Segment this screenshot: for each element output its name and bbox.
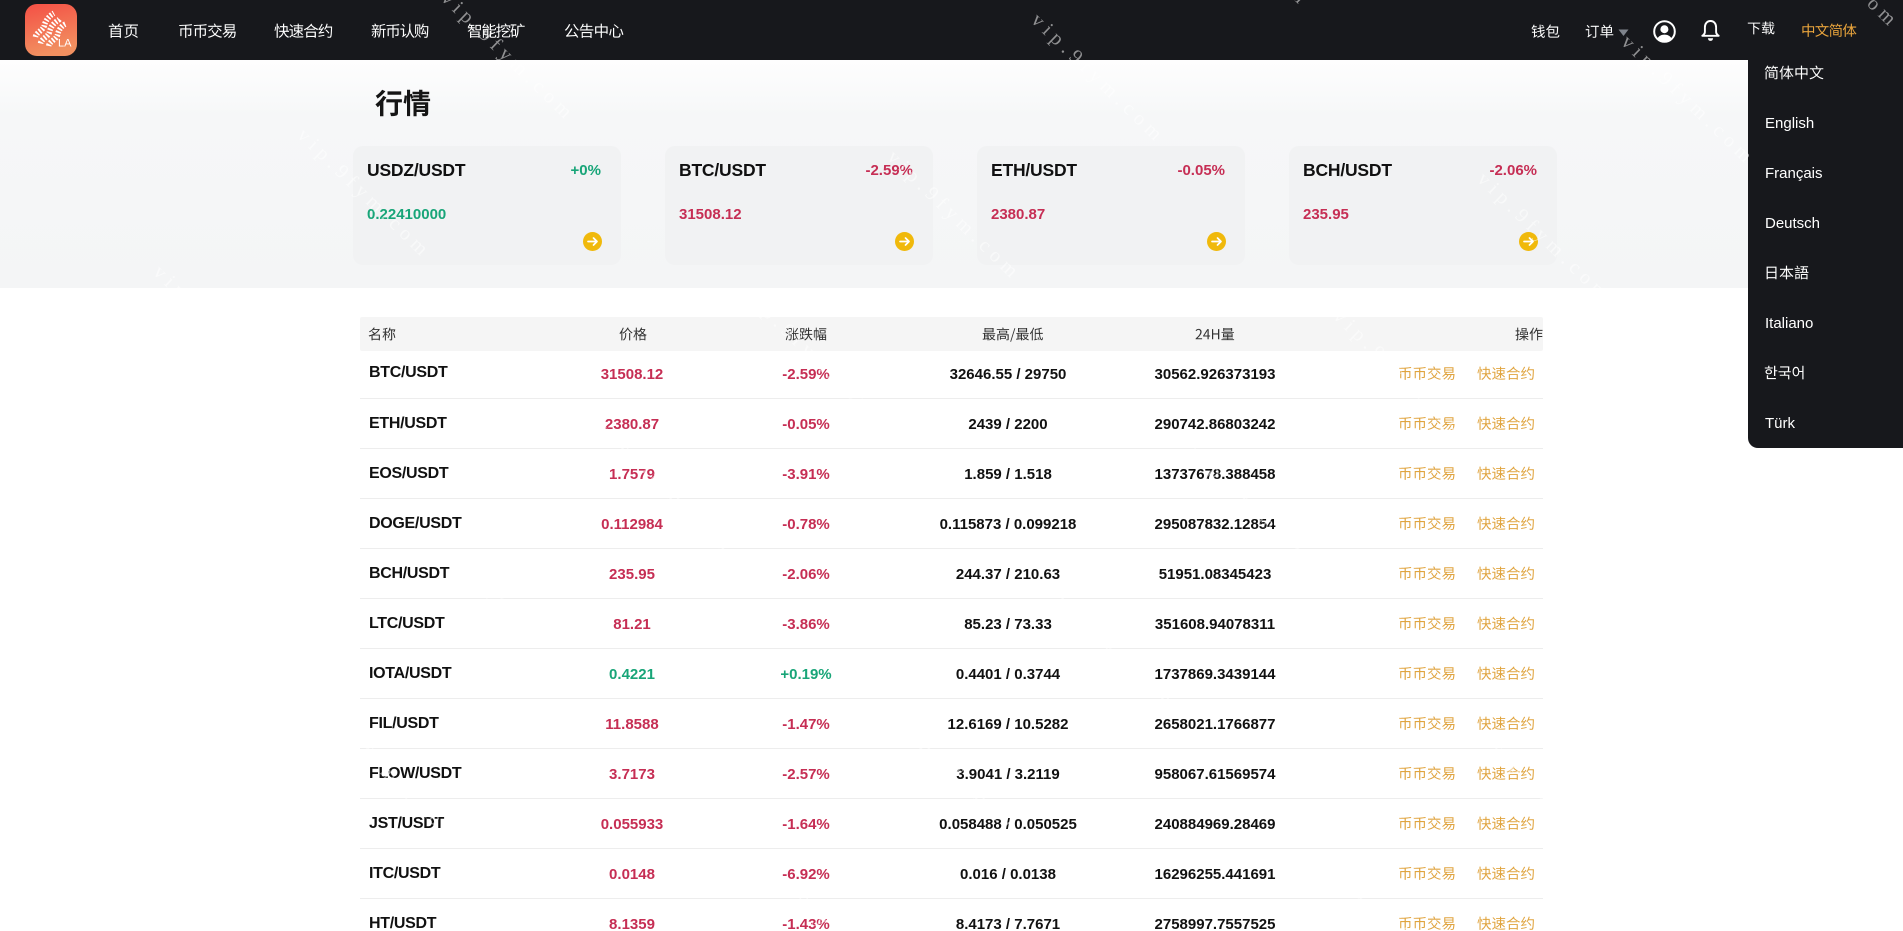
svg-text:LA: LA — [58, 38, 72, 50]
